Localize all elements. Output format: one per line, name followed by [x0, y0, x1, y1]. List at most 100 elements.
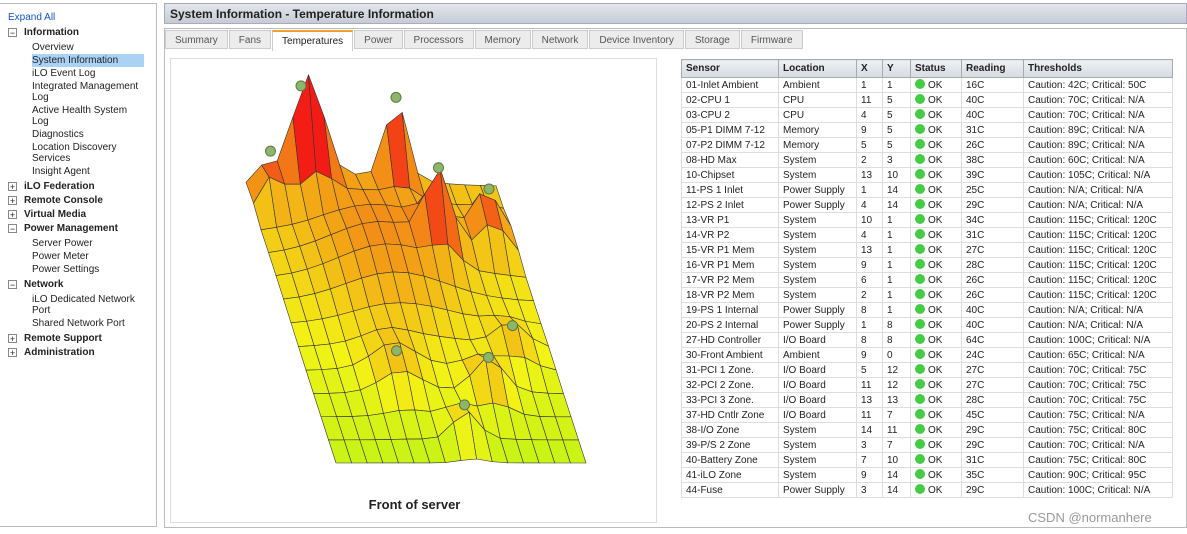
cell-text: 25C: [966, 184, 985, 196]
nav-section[interactable]: + Remote Console: [8, 195, 156, 206]
status-icon: [915, 139, 925, 149]
header-row: Sensor Location X Y Status Reading Thresholds: [681, 59, 1173, 78]
cell-text: 16C: [966, 79, 985, 91]
cell-text: 13: [861, 394, 873, 406]
cell-text: OK: [928, 440, 943, 451]
tab[interactable]: Device Inventory: [589, 30, 684, 49]
nav-section[interactable]: − Information: [8, 27, 156, 38]
nav-item[interactable]: Diagnostics: [32, 129, 84, 140]
status-icon: [915, 184, 925, 194]
cell-text: 05-P1 DIMM 7-12: [686, 124, 765, 136]
cell-text: OK: [928, 365, 943, 376]
table-cell: 35C: [961, 467, 1024, 483]
nav-item[interactable]: Power Settings: [32, 264, 100, 275]
tab[interactable]: Temperatures: [272, 30, 354, 51]
nav-section[interactable]: − Network: [8, 279, 156, 290]
nav-item[interactable]: Active Health System Log: [32, 105, 128, 127]
table-row: 19-PS 1 Internal Power Supply 8 1 OK 40C Cauti…: [681, 302, 1173, 318]
toggle-icon[interactable]: +: [8, 182, 17, 192]
nav-item[interactable]: Server Power: [32, 238, 93, 249]
table-cell: 26C: [961, 272, 1024, 288]
nav-section[interactable]: + Remote Support: [8, 333, 156, 344]
cell-text: I/O Board: [783, 334, 826, 346]
cell-text: 10: [887, 169, 899, 181]
table-cell: Caution: 70C; Critical: N/A: [1023, 92, 1173, 108]
section-title[interactable]: Administration: [24, 347, 95, 358]
table-cell: Caution: 70C; Critical: N/A: [1023, 437, 1173, 453]
cell-text: 6: [861, 274, 867, 286]
nav-item[interactable]: Integrated Management Log: [32, 81, 139, 103]
nav-section[interactable]: + iLO Federation: [8, 181, 156, 192]
table-cell: 01-Inlet Ambient: [681, 77, 779, 93]
section-title[interactable]: Power Management: [24, 223, 118, 234]
table-cell: 25C: [961, 182, 1024, 198]
cell-text: 31-PCI 1 Zone.: [686, 364, 754, 376]
cell-text: Memory: [783, 124, 820, 136]
toggle-icon[interactable]: +: [8, 334, 17, 344]
section-title[interactable]: Network: [24, 279, 64, 290]
section-title[interactable]: Information: [24, 27, 79, 38]
table-cell: OK: [910, 482, 962, 498]
cell-text: 3: [861, 439, 867, 451]
tab[interactable]: Network: [531, 30, 589, 49]
toggle-icon[interactable]: +: [8, 196, 17, 206]
toggle-icon[interactable]: −: [8, 224, 17, 234]
nav-section[interactable]: − Power Management: [8, 223, 156, 234]
nav-item[interactable]: Location Discovery Services: [32, 142, 117, 164]
cell-text: 26C: [966, 274, 985, 286]
table-cell: Caution: 70C; Critical: 75C: [1023, 362, 1173, 378]
toggle-icon[interactable]: +: [8, 210, 17, 220]
section-title[interactable]: Remote Support: [24, 333, 102, 344]
cell-text: OK: [928, 155, 943, 166]
tab[interactable]: Processors: [403, 30, 474, 49]
tab[interactable]: Fans: [228, 30, 272, 49]
table-cell: 14: [882, 182, 911, 198]
cell-text: 12-PS 2 Inlet: [686, 199, 744, 211]
status-icon: [915, 154, 925, 164]
cell-text: System: [783, 469, 817, 481]
table-cell: 26C: [961, 137, 1024, 153]
section-title[interactable]: iLO Federation: [24, 181, 95, 192]
cell-text: Caution: 115C; Critical: 120C: [1028, 259, 1157, 271]
table-row: 14-VR P2 System 4 1 OK 31C Caution: 115C; Crit…: [681, 227, 1173, 243]
nav-item[interactable]: Overview: [32, 42, 74, 53]
cell-text: 13: [861, 169, 873, 181]
tab[interactable]: Storage: [684, 30, 740, 49]
nav-item[interactable]: Power Meter: [32, 251, 89, 262]
toggle-icon[interactable]: +: [8, 348, 17, 358]
cell-text: 9: [861, 469, 867, 481]
table-cell: 02-CPU 1: [681, 92, 779, 108]
table-row: 11-PS 1 Inlet Power Supply 1 14 OK 25C Caution…: [681, 182, 1173, 198]
nav-item[interactable]: Shared Network Port: [32, 318, 125, 329]
tab[interactable]: Memory: [474, 30, 531, 49]
cell-text: 1: [861, 319, 867, 331]
table-row: 37-HD Cntlr Zone I/O Board 11 7 OK 45C Caution…: [681, 407, 1173, 423]
nav-section[interactable]: + Virtual Media: [8, 209, 156, 220]
cell-text: 10: [887, 454, 899, 466]
status-icon: [915, 394, 925, 404]
expand-all[interactable]: Expand All: [8, 12, 56, 23]
cell-text: Caution: 115C; Critical: 120C: [1028, 289, 1157, 301]
toggle-icon[interactable]: −: [8, 28, 17, 38]
table-cell: Power Supply: [778, 182, 857, 198]
tab[interactable]: Firmware: [740, 30, 803, 49]
table-cell: I/O Board: [778, 332, 857, 348]
cell-text: System: [783, 454, 817, 466]
nav-item[interactable]: iLO Event Log: [32, 68, 96, 79]
nav-section[interactable]: + Administration: [8, 347, 156, 358]
nav-item[interactable]: Insight Agent: [32, 166, 90, 177]
table-cell: OK: [910, 317, 962, 333]
table-cell: OK: [910, 467, 962, 483]
nav-item[interactable]: System Information: [32, 54, 144, 67]
table-cell: 14: [882, 197, 911, 213]
nav-item[interactable]: iLO Dedicated Network Port: [32, 294, 135, 316]
sensor-dot: [265, 145, 276, 157]
table-cell: 19-PS 1 Internal: [681, 302, 779, 318]
section-title[interactable]: Remote Console: [24, 195, 103, 206]
section-title[interactable]: Virtual Media: [24, 209, 87, 220]
toggle-icon[interactable]: −: [8, 280, 17, 290]
tab[interactable]: Power: [354, 30, 403, 49]
cell-text: 1: [887, 244, 893, 256]
tab[interactable]: Summary: [165, 30, 228, 49]
